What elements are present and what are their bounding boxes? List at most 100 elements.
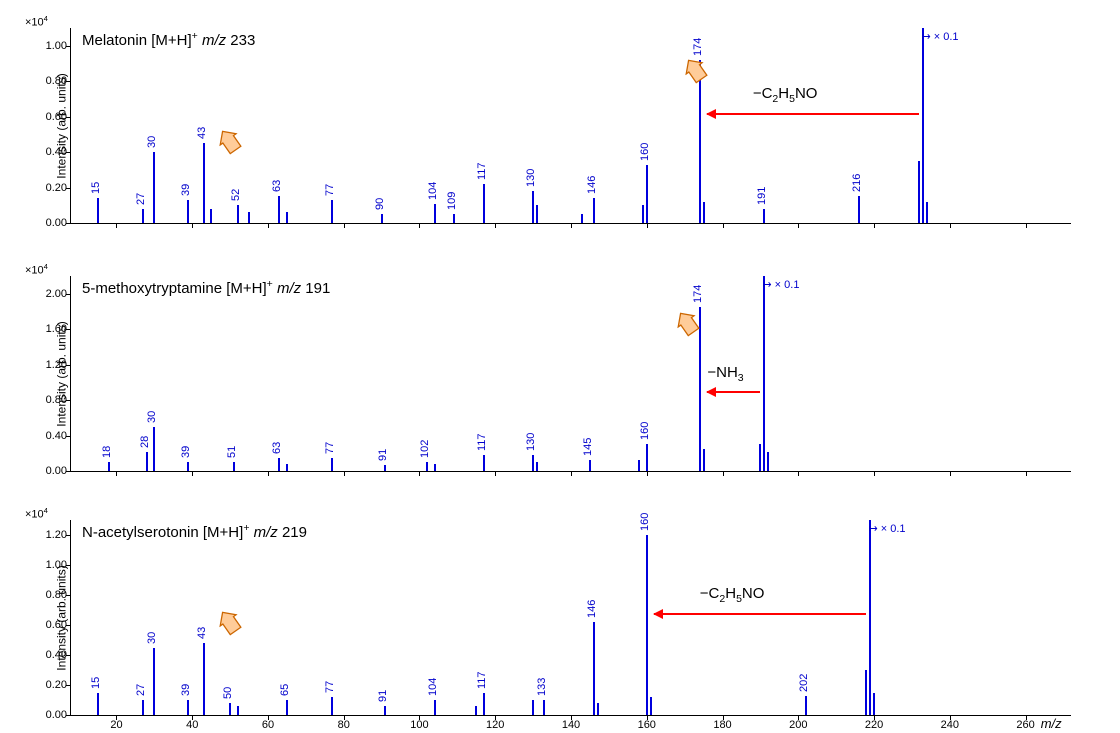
peak-label: 104 bbox=[427, 181, 439, 199]
mass-peak bbox=[331, 200, 333, 223]
loss-label: −C2H5NO bbox=[753, 85, 818, 105]
x-tick bbox=[647, 223, 648, 228]
mass-peak bbox=[581, 214, 583, 223]
x-tick bbox=[571, 471, 572, 476]
scale-note: ↦ × 0.1 bbox=[921, 30, 958, 43]
y-tick-label: 0.40 bbox=[31, 146, 67, 158]
mass-peak bbox=[918, 161, 920, 223]
peak-label: 43 bbox=[196, 627, 208, 639]
mass-peak bbox=[638, 460, 640, 471]
peak-label: 15 bbox=[90, 182, 102, 194]
mass-peak bbox=[483, 455, 485, 471]
loss-arrow bbox=[654, 613, 866, 615]
mass-peak bbox=[97, 198, 99, 223]
y-tick-label: 0.80 bbox=[31, 75, 67, 87]
mass-peak bbox=[381, 214, 383, 223]
y-tick-label: 0.40 bbox=[31, 649, 67, 661]
mass-peak bbox=[483, 693, 485, 716]
mass-peak bbox=[434, 464, 436, 471]
peak-label: 43 bbox=[196, 127, 208, 139]
peak-label: 160 bbox=[639, 142, 651, 160]
peak-label: 117 bbox=[476, 434, 488, 452]
mass-peak bbox=[453, 214, 455, 223]
x-tick-label: 40 bbox=[186, 719, 198, 731]
mass-peak bbox=[142, 700, 144, 715]
x-tick-label: 180 bbox=[713, 719, 731, 731]
mass-peak bbox=[210, 209, 212, 223]
peak-label: 77 bbox=[324, 441, 336, 453]
y-tick bbox=[66, 625, 71, 626]
mass-peak bbox=[331, 458, 333, 471]
x-tick bbox=[874, 471, 875, 476]
mass-peak bbox=[759, 444, 761, 471]
peak-label: 65 bbox=[279, 684, 291, 696]
mass-peak bbox=[237, 706, 239, 715]
mass-peak bbox=[642, 205, 644, 223]
peak-label: 160 bbox=[639, 513, 651, 531]
mass-peak bbox=[589, 460, 591, 471]
x-tick bbox=[116, 471, 117, 476]
x-tick-label: 200 bbox=[789, 719, 807, 731]
y-tick-label: 0.00 bbox=[31, 709, 67, 721]
mass-peak bbox=[187, 200, 189, 223]
mass-peak bbox=[703, 202, 705, 223]
y-tick-label: 0.40 bbox=[31, 430, 67, 442]
peak-label: 117 bbox=[476, 162, 488, 180]
x-tick-label: 220 bbox=[865, 719, 883, 731]
y-tick bbox=[66, 715, 71, 716]
mass-peak bbox=[593, 198, 595, 223]
loss-label: −C2H5NO bbox=[700, 585, 765, 605]
mass-peak bbox=[286, 212, 288, 223]
scale-note: ↦ × 0.1 bbox=[762, 278, 799, 291]
peak-label: 39 bbox=[180, 684, 192, 696]
y-tick bbox=[66, 294, 71, 295]
peak-label: 15 bbox=[90, 676, 102, 688]
panel-title: Melatonin [M+H]+ m/z 233 bbox=[82, 30, 255, 49]
mass-peak bbox=[426, 462, 428, 471]
x-tick bbox=[419, 471, 420, 476]
peak-label: 27 bbox=[135, 684, 147, 696]
x-tick bbox=[192, 471, 193, 476]
y-tick-label: 0.20 bbox=[31, 679, 67, 691]
peak-label: 77 bbox=[324, 184, 336, 196]
y-tick-label: 1.60 bbox=[31, 323, 67, 335]
mass-peak bbox=[532, 455, 534, 471]
y-tick bbox=[66, 595, 71, 596]
x-tick-label: 100 bbox=[410, 719, 428, 731]
y-tick-label: 1.20 bbox=[31, 359, 67, 371]
x-tick bbox=[571, 223, 572, 228]
peak-label: 63 bbox=[271, 180, 283, 192]
mass-peak bbox=[153, 152, 155, 223]
peak-label: 52 bbox=[230, 189, 242, 201]
mass-peak bbox=[922, 28, 924, 223]
y-tick bbox=[66, 223, 71, 224]
x-tick-label: 240 bbox=[941, 719, 959, 731]
loss-arrow bbox=[707, 113, 919, 115]
peak-label: 216 bbox=[851, 174, 863, 192]
mass-peak bbox=[203, 643, 205, 715]
y-tick bbox=[66, 117, 71, 118]
mass-peak bbox=[532, 700, 534, 715]
peak-label: 51 bbox=[226, 446, 238, 458]
panel-title: 5-methoxytryptamine [M+H]+ m/z 191 bbox=[82, 278, 330, 297]
mass-peak bbox=[597, 703, 599, 715]
spectrum-panel: Intensity (arb. units)×1040.000.200.400.… bbox=[70, 10, 1090, 235]
peak-label: 27 bbox=[135, 193, 147, 205]
x-tick bbox=[268, 223, 269, 228]
pointer-icon bbox=[679, 53, 713, 89]
peak-label: 146 bbox=[586, 176, 598, 194]
panel-title: N-acetylserotonin [M+H]+ m/z 219 bbox=[82, 522, 307, 541]
mass-peak bbox=[142, 209, 144, 223]
mass-peak bbox=[543, 700, 545, 715]
peak-label: 91 bbox=[377, 690, 389, 702]
y-tick bbox=[66, 365, 71, 366]
mass-peak bbox=[532, 191, 534, 223]
y-tick bbox=[66, 565, 71, 566]
peak-label: 50 bbox=[222, 687, 234, 699]
mass-peak bbox=[203, 143, 205, 223]
x-tick bbox=[495, 471, 496, 476]
mass-peak bbox=[536, 205, 538, 223]
mass-peak bbox=[384, 706, 386, 715]
mass-peak bbox=[865, 670, 867, 715]
x-tick bbox=[495, 223, 496, 228]
